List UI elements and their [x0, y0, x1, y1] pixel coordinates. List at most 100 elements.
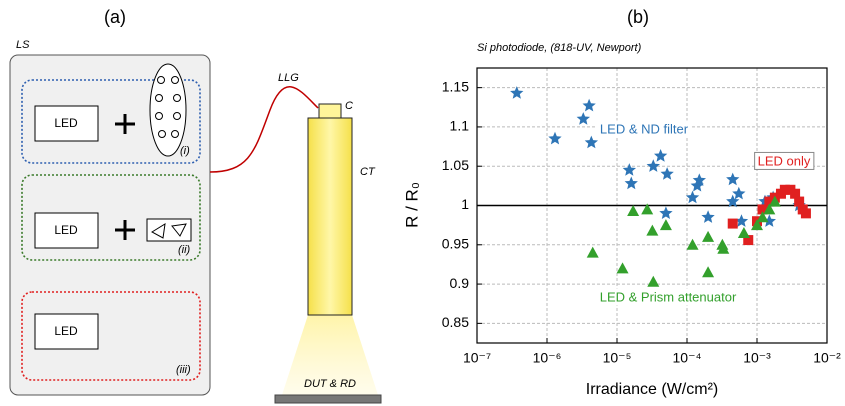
data-point: [659, 206, 673, 219]
led-box: [34, 105, 99, 142]
data-point: [779, 184, 790, 195]
panel-label: (b): [627, 7, 649, 27]
data-point: [646, 224, 659, 236]
target-plate: [274, 394, 382, 404]
option-label: (i): [180, 145, 190, 157]
prisms: [151, 223, 187, 239]
source-label: LS: [16, 39, 30, 51]
plot-frame: [476, 67, 828, 344]
legend-box: [596, 120, 692, 138]
light-beam: [282, 315, 378, 395]
data-point: [762, 214, 776, 227]
data-point: [702, 230, 715, 242]
data-point: [548, 131, 562, 145]
data-point: [764, 196, 775, 207]
data-point: [654, 149, 668, 162]
tube-label: CT: [360, 166, 376, 178]
prism-holder: [146, 218, 192, 242]
led-label: LED: [54, 324, 78, 338]
data-point: [685, 190, 700, 204]
x-axis-label: Irradiance (W/cm²): [586, 381, 718, 398]
data-point: [576, 112, 590, 125]
data-point: [794, 196, 805, 207]
y-tick-label: 1: [461, 196, 469, 212]
led-box: [34, 212, 99, 249]
data-point: [692, 173, 706, 186]
y-tick-label: 1.1: [450, 118, 470, 134]
data-point: [768, 195, 781, 207]
data-point: [624, 176, 638, 190]
data-point: [726, 194, 740, 208]
y-tick-label: 1.05: [442, 157, 469, 173]
data-point: [647, 275, 660, 287]
x-tick-label: 10⁻⁴: [673, 350, 702, 366]
chart-title: Si photodiode, (818-UV, Newport): [477, 42, 642, 54]
y-tick-label: 0.9: [450, 275, 470, 291]
nd-filter-wheel: [149, 63, 187, 157]
target-label: DUT & RD: [304, 378, 356, 390]
data-point: [757, 204, 768, 215]
option-box: [21, 291, 201, 381]
option-box: [21, 174, 201, 261]
data-point: [510, 86, 524, 99]
y-tick-label: 0.85: [442, 314, 469, 330]
data-point: [790, 188, 801, 199]
data-point: [584, 135, 598, 149]
legend-label: LED & ND filter: [600, 121, 689, 136]
plus-sign: [115, 114, 135, 240]
data-point: [800, 208, 811, 219]
option-label: (iii): [176, 364, 191, 376]
data-point: [734, 214, 749, 227]
data-point: [717, 242, 730, 254]
data-point: [743, 235, 754, 246]
option-box: [21, 79, 201, 164]
x-tick-label: 10⁻⁶: [533, 350, 562, 366]
led-label: LED: [54, 116, 78, 130]
data-point: [622, 163, 636, 176]
led-label: LED: [54, 223, 78, 237]
data-point: [737, 227, 750, 238]
option-label: (ii): [178, 244, 191, 256]
legend-box: [754, 151, 815, 170]
data-point: [660, 167, 674, 180]
legend-label: LED only: [758, 153, 811, 168]
collimating-tube: [307, 117, 353, 316]
data-point: [586, 246, 599, 258]
data-point: [701, 210, 715, 223]
data-point: [727, 218, 738, 229]
data-point: [582, 98, 596, 112]
panel-label: (a): [104, 7, 126, 27]
x-tick-label: 10⁻²: [813, 350, 841, 366]
collimator: [318, 103, 342, 119]
filter-holes: [155, 76, 181, 138]
light-guide: [209, 86, 319, 173]
data-point: [616, 262, 629, 274]
y-tick-label: 1.15: [442, 78, 469, 94]
data-point: [763, 203, 776, 215]
led-box: [34, 313, 99, 350]
legend-box: [596, 288, 740, 306]
data-point: [627, 205, 640, 216]
data-point: [702, 266, 715, 278]
legend-label: LED & Prism attenuator: [600, 289, 737, 304]
x-tick-label: 10⁻⁵: [603, 350, 632, 366]
data-point: [646, 159, 660, 172]
data-point: [732, 186, 746, 200]
x-tick-label: 10⁻³: [743, 350, 771, 366]
y-axis-label: R / R₀: [402, 182, 421, 228]
data-point: [659, 219, 672, 231]
y-tick-label: 0.95: [442, 235, 469, 251]
diagram: (a) LS LED LED LED (i) (ii) (iii) LLG C …: [9, 7, 382, 404]
data-point: [686, 238, 699, 250]
data-point: [756, 211, 769, 223]
chart: (b) Si photodiode, (818-UV, Newport) Irr…: [402, 7, 841, 398]
x-tick-label: 10⁻⁷: [463, 350, 491, 366]
data-point: [726, 172, 740, 186]
collimator-label: C: [345, 100, 353, 112]
data-point: [641, 203, 654, 215]
data-point: [690, 178, 704, 192]
guide-label: LLG: [278, 72, 299, 84]
data-point: [751, 219, 763, 231]
